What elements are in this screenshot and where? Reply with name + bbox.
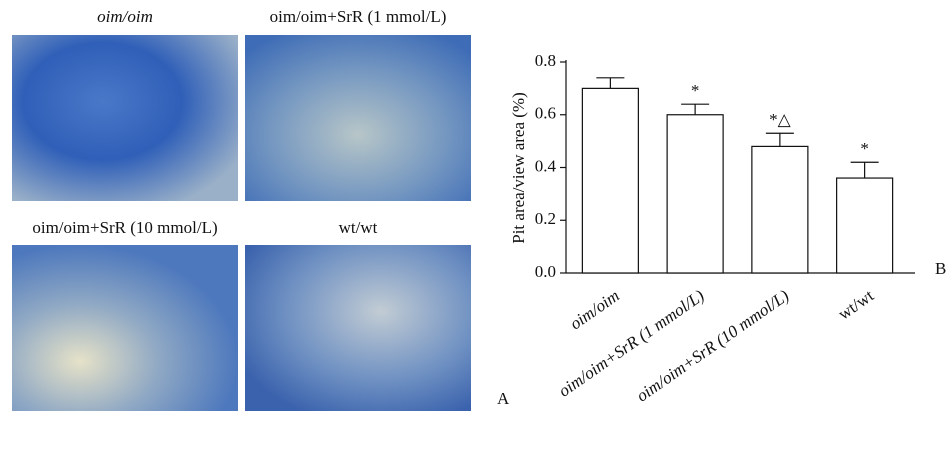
y-axis-label: Pit area/view area (%) xyxy=(509,92,528,244)
x-tick-label: oim/oim xyxy=(566,286,623,334)
bar xyxy=(752,146,808,273)
y-tick-label: 0.4 xyxy=(535,156,557,175)
caption: oim/oim+SrR (1 mmol/L) xyxy=(270,7,447,26)
y-tick-label: 0.2 xyxy=(535,209,556,228)
panel-label: A xyxy=(497,389,510,408)
x-tick-label: oim/oim+SrR (10 mmol/L) xyxy=(633,286,793,406)
annotation: *△ xyxy=(769,110,792,129)
panel-label: B xyxy=(935,259,946,278)
bar xyxy=(837,178,893,273)
error-bar xyxy=(596,78,624,89)
y-tick-label: 0.6 xyxy=(535,104,556,123)
error-bar xyxy=(851,162,879,178)
micrograph xyxy=(245,245,471,411)
error-bar xyxy=(681,104,709,115)
caption: oim/oim xyxy=(97,7,153,26)
x-tick-label: oim/oim+SrR (1 mmol/L) xyxy=(555,286,708,401)
micrograph xyxy=(12,35,238,201)
y-tick-label: 0.0 xyxy=(535,262,556,281)
micrograph xyxy=(12,245,238,411)
error-bar xyxy=(766,133,794,146)
annotation: * xyxy=(691,81,700,100)
x-tick-label: wt/wt xyxy=(835,286,878,324)
figure: oim/oim oim/oim+SrR (1 mmol/L) oim/oim+S… xyxy=(0,0,949,448)
caption: wt/wt xyxy=(339,218,378,237)
bar xyxy=(582,88,638,273)
annotation: * xyxy=(860,139,869,158)
micrograph xyxy=(245,35,471,201)
bar xyxy=(667,115,723,273)
y-tick-label: 0.8 xyxy=(535,51,556,70)
caption: oim/oim+SrR (10 mmol/L) xyxy=(32,218,217,237)
